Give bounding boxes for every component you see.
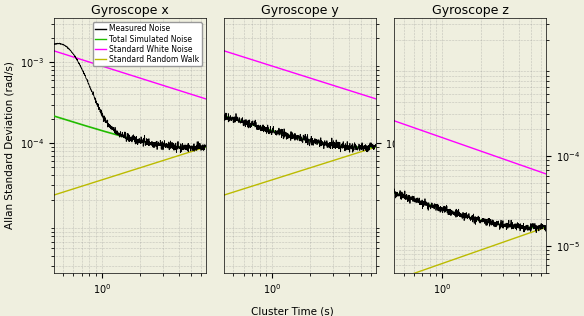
Legend: Measured Noise, Total Simulated Noise, Standard White Noise, Standard Random Wal: Measured Noise, Total Simulated Noise, S… xyxy=(92,22,201,66)
Text: Cluster Time (s): Cluster Time (s) xyxy=(251,306,333,316)
Title: Gyroscope y: Gyroscope y xyxy=(261,4,339,17)
Title: Gyroscope z: Gyroscope z xyxy=(432,4,509,17)
Title: Gyroscope x: Gyroscope x xyxy=(91,4,169,17)
Y-axis label: Allan Standard Deviation (rad/s): Allan Standard Deviation (rad/s) xyxy=(4,62,14,229)
